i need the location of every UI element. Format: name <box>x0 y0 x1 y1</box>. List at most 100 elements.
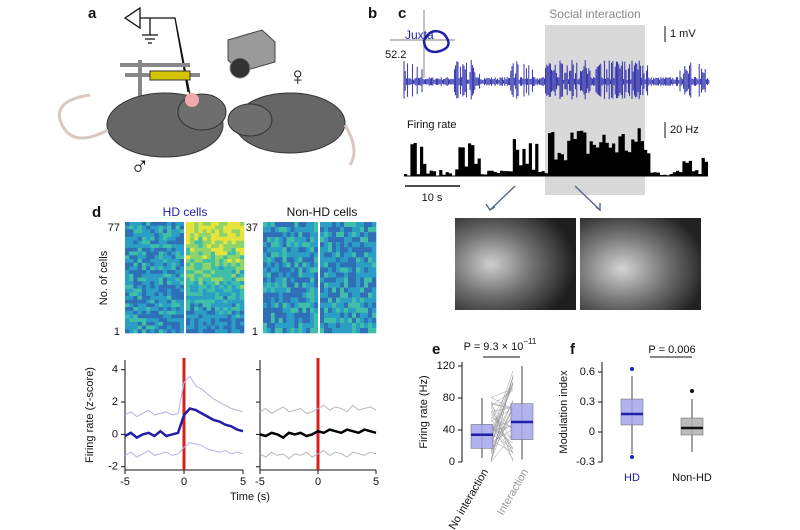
heatmap-cell <box>129 288 134 293</box>
heatmap-cell <box>190 288 195 293</box>
heatmap-cell <box>194 225 199 230</box>
heatmap-cell <box>146 321 151 326</box>
heatmap-cell <box>186 233 191 238</box>
heatmap-cell <box>336 287 341 293</box>
heatmap-cell <box>215 303 220 308</box>
heatmap-cell <box>215 296 220 300</box>
panel-letter: c <box>398 5 406 22</box>
heatmap-cell <box>175 236 181 241</box>
heatmap-cell <box>352 292 357 298</box>
heatmap-cell <box>282 302 287 308</box>
heatmap-cell <box>133 244 138 249</box>
heatmap-cell <box>270 262 276 268</box>
heatmap-cell <box>215 281 220 286</box>
heatmap-cell <box>239 307 245 312</box>
heatmap-cell <box>302 302 307 308</box>
heatmap-cell <box>231 240 236 245</box>
heatmap-cell <box>210 303 216 308</box>
heatmap-cell <box>150 236 155 241</box>
heatmap-cell <box>198 321 203 326</box>
heatmap-cell <box>206 225 212 230</box>
heatmap-cell <box>186 288 191 293</box>
heatmap-cell <box>302 262 307 268</box>
heatmap-cell <box>141 251 147 256</box>
panel-letter: b <box>368 5 377 22</box>
heatmap-cell <box>154 225 159 230</box>
heatmap-cell <box>336 328 341 334</box>
heatmap-cell <box>282 242 287 248</box>
heatmap-cell <box>360 287 365 293</box>
heatmap-cell <box>125 329 130 334</box>
heatmap-cell <box>274 222 279 228</box>
voltage-scale: 1 mV <box>670 28 696 40</box>
heatmap-cell <box>223 240 228 245</box>
heatmap-cell <box>372 252 377 258</box>
heatmap-cell <box>314 242 319 248</box>
heatmap-cell <box>372 292 377 298</box>
heatmap-cell <box>206 247 212 252</box>
heatmap-cell <box>310 222 315 228</box>
heatmap-cell <box>158 251 164 256</box>
heatmap-cell <box>154 321 159 326</box>
heatmap-cell <box>198 281 203 286</box>
heatmap-cell <box>368 312 373 319</box>
heatmap-cell <box>231 299 236 304</box>
heatmap-cell <box>298 297 303 303</box>
heatmap-cell <box>198 244 203 249</box>
heatmap-cell <box>150 314 155 319</box>
heatmap-cell <box>231 329 236 334</box>
heatmap-cell <box>210 288 216 293</box>
heatmap-cell <box>137 325 143 330</box>
heatmap-cell <box>146 325 151 330</box>
heatmap-cell <box>219 233 224 238</box>
heatmap-cell <box>239 288 245 293</box>
heatmap-cell <box>290 227 295 233</box>
heatmap-cell <box>235 247 241 252</box>
heatmap-cell <box>328 317 333 324</box>
heatmap-cell <box>286 297 291 303</box>
heatmap-cell <box>306 237 311 243</box>
heatmap-cell <box>298 307 303 314</box>
heatmap-cell <box>202 314 207 319</box>
heatmap-cell <box>133 296 138 300</box>
heatmap-cell <box>278 322 283 329</box>
heatmap-cell <box>278 237 283 243</box>
heatmap-cell <box>206 284 212 289</box>
heatmap-cell <box>194 233 199 238</box>
heatmap-cell <box>125 236 130 241</box>
series-line <box>259 428 377 440</box>
heatmap-cell <box>179 266 185 271</box>
heatmap-cell <box>198 222 203 226</box>
heatmap-cell <box>223 307 228 312</box>
heatmap-cell <box>202 321 207 326</box>
heatmap-cell <box>368 317 373 324</box>
heatmap-cell <box>266 282 272 288</box>
heatmap-cell <box>332 322 337 329</box>
heatmap-cell <box>194 236 199 241</box>
heatmap-cell <box>129 236 134 241</box>
heatmap-cell <box>235 255 241 260</box>
heatmap-cell <box>141 299 147 304</box>
p-exponent: −11 <box>523 337 537 346</box>
heatmap-cell <box>133 329 138 334</box>
heatmap-cell <box>133 277 138 282</box>
heatmap-cell <box>344 317 349 324</box>
heatmap-cell <box>324 302 329 308</box>
heatmap-cell <box>190 281 195 286</box>
heatmap-cell <box>137 329 143 334</box>
heatmap-cell <box>344 257 349 263</box>
heatmap-cell <box>223 222 228 226</box>
heatmap-cell <box>162 292 168 297</box>
heatmap-cell <box>158 273 164 278</box>
heatmap-cell <box>219 318 224 323</box>
heatmap-cell <box>290 282 295 288</box>
heatmap-cell <box>179 255 185 260</box>
outlier <box>630 455 634 459</box>
heatmap-cell <box>167 325 172 330</box>
heatmap-cell <box>129 247 134 252</box>
heatmap-cell <box>348 237 353 243</box>
heatmap-cell <box>368 277 373 283</box>
heatmap-cell <box>368 302 373 308</box>
heatmap-cell <box>310 307 315 314</box>
heatmap-cell <box>310 287 315 293</box>
